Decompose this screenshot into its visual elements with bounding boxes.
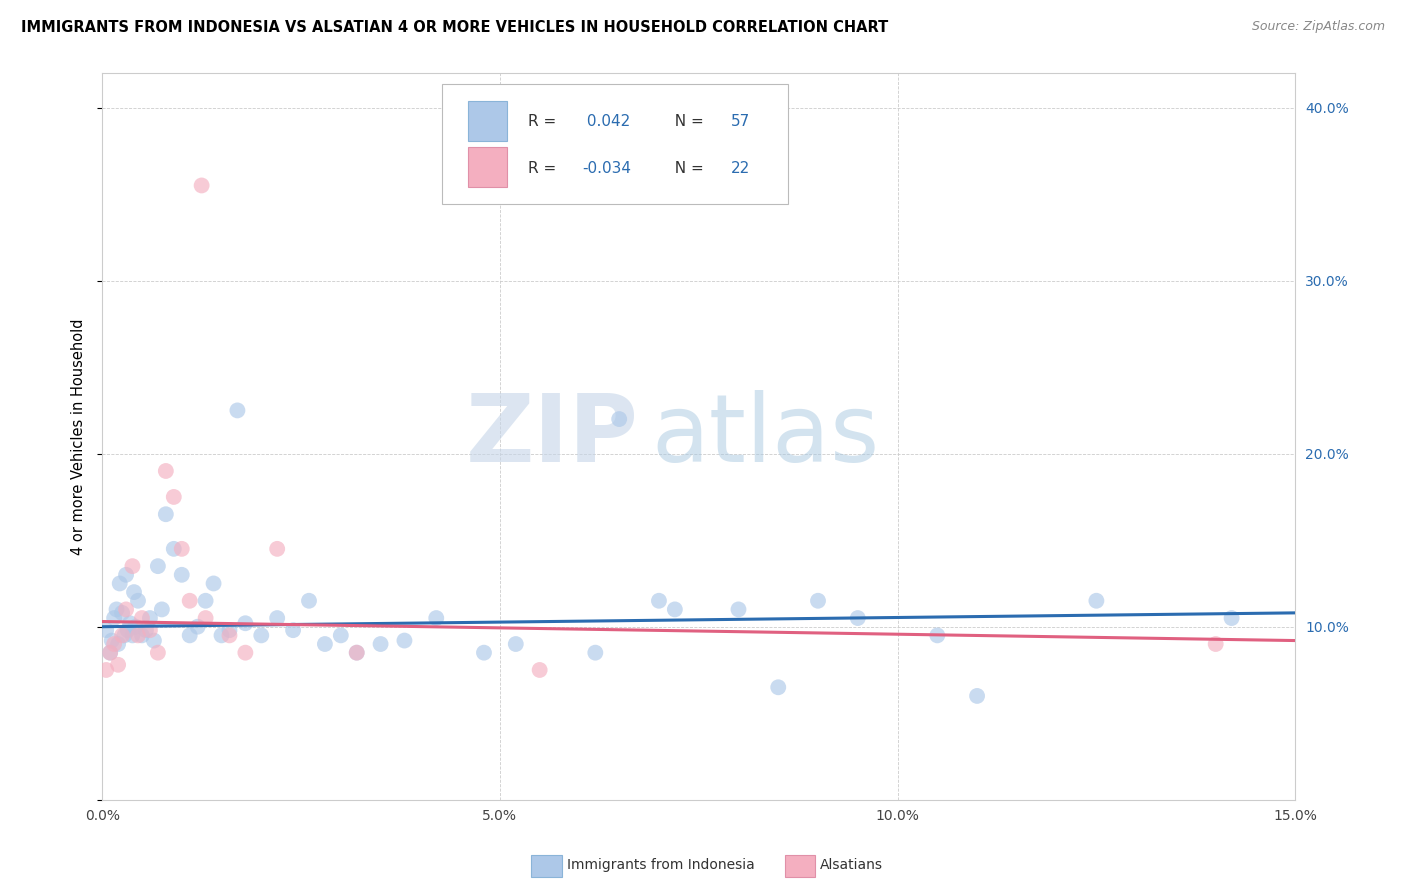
Text: atlas: atlas [651, 391, 879, 483]
Point [583, 646, 606, 660]
Point [194, 611, 217, 625]
Point [135, 623, 157, 637]
Point [150, 602, 173, 616]
Point [394, 633, 416, 648]
Text: 57: 57 [731, 114, 751, 129]
Point [1220, 611, 1243, 625]
Point [103, 611, 125, 625]
Point [664, 602, 686, 616]
Point [298, 593, 321, 607]
Point [927, 628, 949, 642]
Point [170, 567, 193, 582]
Point [266, 541, 288, 556]
Point [218, 628, 240, 642]
Point [281, 623, 304, 637]
FancyBboxPatch shape [443, 84, 789, 203]
Point [190, 178, 212, 193]
Point [250, 628, 273, 642]
Point [98, 646, 121, 660]
Point [807, 593, 830, 607]
Point [98, 646, 121, 660]
Point [115, 602, 138, 616]
Point [105, 602, 128, 616]
Text: 22: 22 [731, 161, 751, 177]
Text: R =: R = [529, 161, 561, 177]
Point [314, 637, 336, 651]
Point [179, 628, 201, 642]
Point [266, 611, 288, 625]
Y-axis label: 4 or more Vehicles in Household: 4 or more Vehicles in Household [72, 318, 86, 555]
Point [127, 628, 149, 642]
Point [139, 623, 162, 637]
Point [117, 623, 139, 637]
Text: 0.042: 0.042 [582, 114, 630, 129]
Point [235, 616, 257, 631]
Point [648, 593, 671, 607]
Point [121, 559, 143, 574]
Point [107, 657, 129, 672]
Point [966, 689, 988, 703]
Point [163, 490, 186, 504]
Text: N =: N = [665, 161, 709, 177]
Point [118, 616, 141, 631]
Point [179, 593, 201, 607]
Text: ZIP: ZIP [467, 391, 640, 483]
Point [187, 620, 209, 634]
Point [96, 623, 118, 637]
Point [124, 620, 146, 634]
Point [1085, 593, 1108, 607]
FancyBboxPatch shape [468, 101, 506, 141]
Point [107, 637, 129, 651]
Point [194, 593, 217, 607]
Point [846, 611, 869, 625]
Point [131, 628, 153, 642]
Point [96, 663, 118, 677]
Point [218, 623, 240, 637]
Point [100, 633, 122, 648]
Text: -0.034: -0.034 [582, 161, 631, 177]
Point [121, 628, 143, 642]
Text: Source: ZipAtlas.com: Source: ZipAtlas.com [1251, 20, 1385, 33]
Point [114, 628, 136, 642]
Point [127, 593, 149, 607]
Point [170, 541, 193, 556]
Point [425, 611, 447, 625]
Point [346, 646, 368, 660]
Point [139, 611, 162, 625]
Point [346, 646, 368, 660]
Point [146, 646, 169, 660]
Point [235, 646, 257, 660]
Point [607, 412, 630, 426]
Point [370, 637, 392, 651]
FancyBboxPatch shape [468, 147, 506, 187]
Point [131, 611, 153, 625]
Point [529, 663, 551, 677]
Point [122, 585, 145, 599]
Point [1205, 637, 1227, 651]
Point [163, 541, 186, 556]
Point [155, 507, 177, 521]
Text: N =: N = [665, 114, 709, 129]
Point [146, 559, 169, 574]
Point [211, 628, 233, 642]
Point [329, 628, 352, 642]
Point [103, 637, 125, 651]
Text: Immigrants from Indonesia: Immigrants from Indonesia [567, 858, 755, 872]
Point [111, 628, 134, 642]
Point [226, 403, 249, 417]
Point [505, 637, 527, 651]
Text: R =: R = [529, 114, 561, 129]
Text: IMMIGRANTS FROM INDONESIA VS ALSATIAN 4 OR MORE VEHICLES IN HOUSEHOLD CORRELATIO: IMMIGRANTS FROM INDONESIA VS ALSATIAN 4 … [21, 20, 889, 35]
Point [768, 680, 790, 694]
Point [115, 567, 138, 582]
Point [727, 602, 749, 616]
Point [202, 576, 225, 591]
Point [472, 646, 495, 660]
Point [111, 606, 134, 620]
Text: Alsatians: Alsatians [820, 858, 883, 872]
Point [155, 464, 177, 478]
Point [142, 633, 165, 648]
Point [108, 576, 131, 591]
